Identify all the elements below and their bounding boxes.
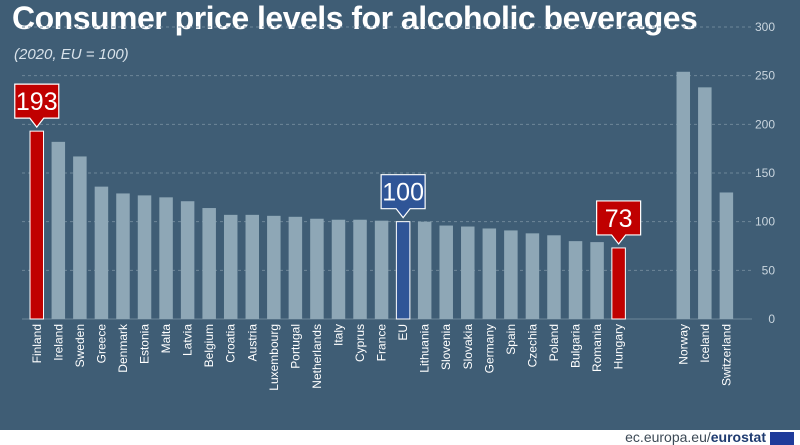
bar-hungary [611,247,626,320]
callout-box [380,174,426,219]
callout-eu: 100 [380,174,426,219]
bar-germany [482,228,497,319]
bar-romania [590,242,604,319]
category-labels: Finland Ireland Sweden Greece Denmark Estonia… [30,323,734,391]
category-label: Portugal [288,324,302,369]
category-label: Italy [331,324,345,346]
callout-box [14,83,60,129]
bar-chart: Finland Ireland Sweden Greece Denmark Estonia… [14,20,775,391]
y-tick-labels: 0 50 100 150 200 250 300 [755,20,775,326]
callout-box [596,200,642,245]
bar-sweden [73,156,87,319]
y-tick-label: 50 [762,263,776,277]
bar-ireland [51,141,66,319]
bar-greece [94,186,109,319]
bar-malta [159,197,173,319]
category-label: Finland [30,324,44,363]
bar-finland [29,130,45,320]
chart-title: Consumer price levels for alcoholic beve… [12,0,698,36]
bar-czechia [525,233,540,319]
bar-bulgaria [568,241,583,319]
callout-value: 100 [382,179,424,207]
category-label: France [375,324,389,362]
category-label: Cyprus [353,324,367,362]
bar-portugal [288,216,303,319]
bar-luxembourg [267,215,281,319]
category-label: EU [396,324,410,341]
callout-value: 193 [16,88,58,116]
bar-lithuania [417,221,432,319]
callout-hungary: 73 [596,200,642,245]
category-label: Denmark [116,323,130,373]
source-footer[interactable]: ec.europa.eu/eurostat [625,430,766,445]
bar-belgium [202,208,216,319]
bar-iceland [698,87,712,319]
bar-norway [676,71,691,319]
category-label: Croatia [224,324,238,363]
callout-value: 73 [605,205,633,233]
category-label: Netherlands [310,324,324,389]
bar-slovakia [461,226,475,319]
callouts: 193 100 73 [14,83,642,245]
category-label: Latvia [181,324,195,356]
category-label: Spain [504,324,518,355]
chart-subtitle: (2020, EU = 100) [14,46,129,63]
category-label: Germany [482,324,496,373]
category-label: Czechia [525,324,539,368]
y-tick-label: 0 [768,312,775,326]
category-label: Slovenia [439,324,453,370]
bar-slovenia [439,225,453,319]
category-label: Norway [676,324,690,365]
bar-france [374,220,389,319]
category-label: Greece [94,324,108,364]
category-label: Iceland [698,324,712,363]
category-label: Bulgaria [569,324,583,368]
footer-brand: eurostat [710,429,766,445]
category-label: Ireland [51,324,65,361]
y-tick-label: 300 [755,20,775,34]
category-label: Romania [590,324,604,372]
category-label: Slovakia [461,324,475,370]
bar-austria [245,214,260,319]
bar-denmark [116,193,130,319]
footer-source: ec.europa.eu/ [625,429,711,445]
y-tick-label: 200 [755,117,775,131]
bar-switzerland [719,192,734,319]
bar-spain [504,230,518,319]
bar-netherlands [310,218,324,319]
y-tick-label: 150 [755,166,775,180]
category-label: Switzerland [719,324,733,386]
bar-cyprus [353,219,367,319]
bar-latvia [180,201,195,319]
category-label: Luxembourg [267,324,281,391]
bar-estonia [137,195,152,319]
category-label: Sweden [73,324,87,367]
bar-croatia [223,214,238,319]
callout-finland: 193 [14,83,60,129]
eu-flag-icon [770,432,794,445]
y-tick-label: 100 [755,215,775,229]
category-label: Austria [245,324,259,362]
chart-panel [0,0,800,430]
bar-poland [547,235,561,319]
bar-italy [331,219,346,319]
category-label: Malta [159,324,173,354]
category-label: Lithuania [418,324,432,373]
bars [29,71,734,320]
category-label: Hungary [612,324,626,369]
y-tick-label: 250 [755,69,775,83]
category-label: Estonia [138,324,152,364]
category-label: Belgium [202,324,216,367]
category-label: Poland [547,324,561,361]
bar-eu [395,221,411,320]
